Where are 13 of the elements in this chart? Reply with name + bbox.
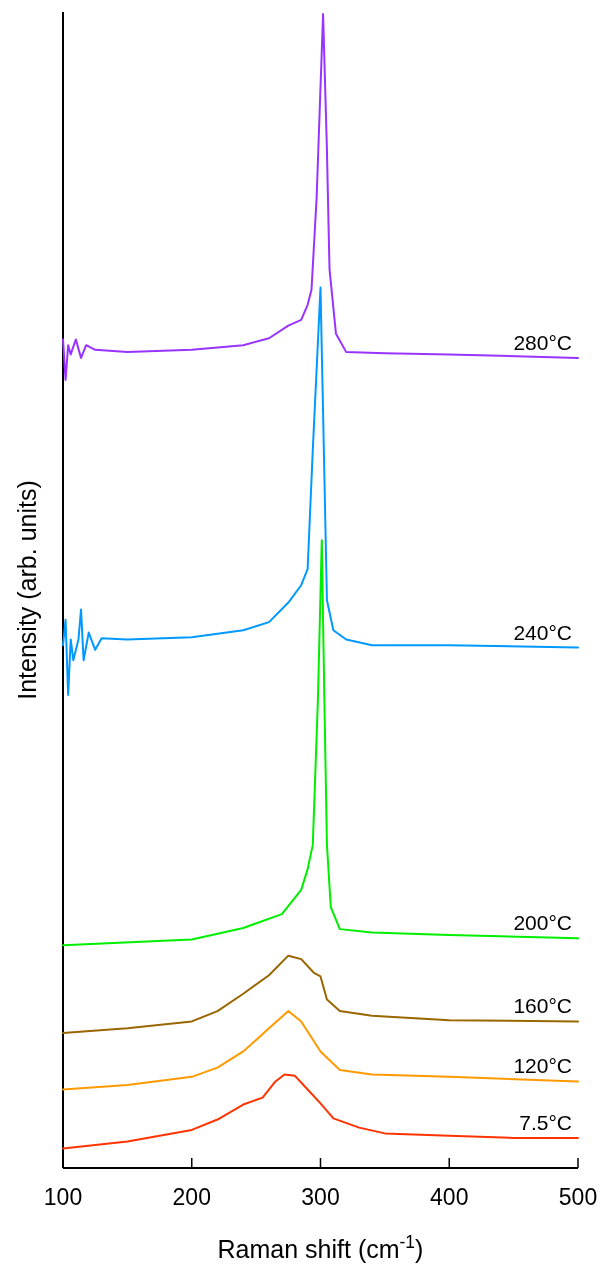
x-tick-label: 200	[172, 1184, 211, 1210]
series-label: 280°C	[513, 330, 572, 354]
series-label: 7.5°C	[519, 1111, 572, 1134]
series-label: 160°C	[513, 994, 572, 1018]
x-tick-label: 400	[430, 1184, 469, 1210]
x-tick-label: 500	[558, 1184, 598, 1210]
x-axis-title: Raman shift (cm$^{-1}$)	[217, 1232, 424, 1263]
series-label: 240°C	[513, 620, 572, 644]
series-label: 120°C	[513, 1054, 572, 1078]
x-tick-label: 100	[43, 1184, 83, 1210]
series-label: 200°C	[513, 911, 572, 935]
y-axis-title: Intensity (arb. units)	[13, 480, 41, 700]
x-tick-label: 300	[301, 1184, 340, 1210]
